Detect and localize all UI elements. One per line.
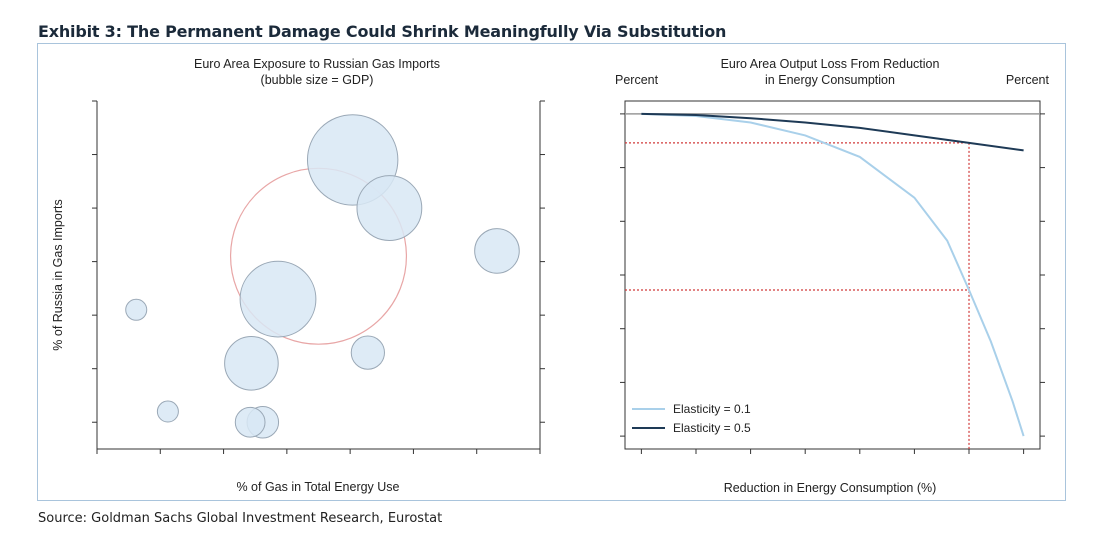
bubble-be <box>350 335 385 370</box>
series-line-elasticity-0-5 <box>641 112 1024 152</box>
bubble-es <box>224 336 279 391</box>
line-chart-title: Euro Area Output Loss From Reduction <box>721 57 940 71</box>
line-chart-xlabel: Reduction in Energy Consumption (%) <box>724 481 937 495</box>
line-layer <box>625 112 1025 449</box>
bubble-chart-xlabel: % of Gas in Total Energy Use <box>236 480 399 494</box>
bubble-fr <box>239 260 317 338</box>
bubble-nl <box>474 228 520 274</box>
chart-frame <box>37 43 1066 501</box>
line-plot-frame <box>624 100 1041 450</box>
bubble-chart-axes <box>92 100 545 454</box>
legend-label-elasticity-0-5: Elasticity = 0.5 <box>673 421 751 435</box>
line-chart-title-line2: in Energy Consumption <box>765 73 895 87</box>
bubble-it <box>356 175 423 241</box>
line-chart: Euro Area Output Loss From Reduction in … <box>615 57 1050 495</box>
line-chart-axes <box>620 100 1045 454</box>
bubble-pt <box>156 400 179 423</box>
bubble-chart-subtitle: (bubble size = GDP) <box>261 73 374 87</box>
exhibit-title: Exhibit 3: The Permanent Damage Could Sh… <box>38 22 727 41</box>
series-line-elasticity-0-1 <box>641 112 1025 437</box>
bubble-chart-title: Euro Area Exposure to Russian Gas Import… <box>194 57 440 71</box>
right-unit-label: Percent <box>1006 73 1050 87</box>
legend-label-elasticity-0-1: Elasticity = 0.1 <box>673 402 751 416</box>
source-note: Source: Goldman Sachs Global Investment … <box>38 511 443 526</box>
line-chart-legend: Elasticity = 0.1 Elasticity = 0.5 <box>632 402 751 435</box>
bubble-chart: Euro Area Exposure to Russian Gas Import… <box>51 57 545 494</box>
bubble-gr <box>125 298 148 321</box>
left-unit-label: Percent <box>615 73 659 87</box>
bubble-ie <box>234 406 266 438</box>
bubble-layer <box>125 114 520 439</box>
bubble-chart-ylabel: % of Russia in Gas Imports <box>51 199 65 350</box>
